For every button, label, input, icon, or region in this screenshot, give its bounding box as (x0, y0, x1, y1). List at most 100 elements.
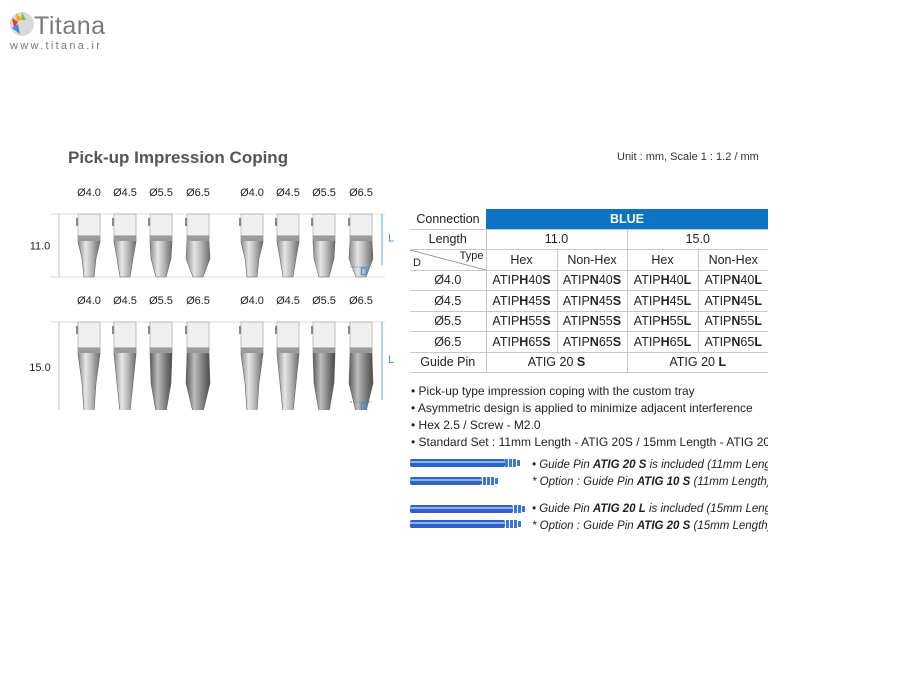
diameter-label: Ø4.5 (113, 187, 137, 199)
coping-cap (149, 213, 173, 237)
coping-collar (78, 348, 100, 353)
coping-tab (275, 326, 277, 334)
coping-cap (113, 213, 137, 237)
coping-cap (312, 213, 336, 237)
coping-cap (186, 321, 210, 349)
coping-collar (277, 236, 299, 241)
connection-value: BLUE (486, 209, 768, 230)
guide-15: ATIG 20 L (626, 352, 768, 373)
page-title: Pick-up Impression Coping (68, 148, 289, 167)
part-code-cell: ATIPH55L (626, 311, 698, 332)
coping-cap (276, 213, 300, 237)
diameter-label: Ø5.5 (149, 295, 173, 307)
diameter-label: Ø6.5 (186, 295, 210, 307)
coping-body (149, 235, 173, 278)
table-row-connection: Connection BLUE (410, 209, 768, 230)
part-code-cell: ATIPN45L (697, 290, 768, 312)
coping-tab (311, 326, 313, 334)
coping-body (113, 347, 137, 410)
coping-tab (185, 218, 187, 226)
coping-cap (349, 321, 373, 349)
coping-body (240, 235, 264, 278)
diagonal-divider (410, 250, 486, 270)
coping-tab (76, 326, 78, 334)
coping-tab (348, 326, 350, 334)
coping-collar (78, 236, 100, 241)
diameter-label: Ø6.5 (349, 187, 373, 199)
coping-collar (150, 236, 172, 241)
logo (8, 10, 34, 43)
coping-collar (114, 236, 136, 241)
type-hex: Hex (626, 249, 698, 271)
coping-cap (186, 213, 210, 237)
diameter-cell: Ø4.5 (410, 290, 486, 312)
coping-tab (275, 218, 277, 226)
bullet-2: • Asymmetric design is applied to minimi… (411, 401, 753, 415)
coping-cap (113, 321, 137, 349)
coping-body (276, 347, 300, 410)
diameter-label: Ø4.0 (240, 187, 264, 199)
type-nonhex: Non-Hex (697, 249, 768, 271)
coping-cap (312, 321, 336, 349)
coping-cap (349, 213, 373, 237)
logo-name: Titana (34, 12, 106, 40)
d-dimension-label: D (360, 266, 368, 278)
coping-collar (241, 348, 263, 353)
part-code-cell: ATIPH45L (626, 290, 698, 312)
coping-body (113, 235, 137, 278)
l-dimension-label: L (388, 233, 394, 245)
length-11: 11.0 (485, 229, 627, 250)
part-code-cell: ATIPN65L (697, 331, 768, 353)
table-row-type: D Type Hex Non-Hex Hex Non-Hex (410, 249, 768, 271)
diameter-cell: Ø4.0 (410, 270, 486, 291)
pin-note-3: • Guide Pin ATIG 20 L is included (15mm … (532, 503, 768, 515)
coping-cap (240, 213, 264, 237)
diameter-label: Ø4.5 (113, 295, 137, 307)
type-hex: Hex (485, 249, 557, 271)
part-code-cell: ATIPH65S (485, 331, 557, 353)
part-code-cell: ATIPN40S (556, 270, 627, 291)
table-row-length: Length 11.0 15.0 (410, 229, 768, 250)
coping-collar (114, 348, 136, 353)
coping-tab (76, 218, 78, 226)
coping-tab (148, 218, 150, 226)
diameter-label: Ø4.0 (240, 295, 264, 307)
diameter-label: Ø6.5 (186, 187, 210, 199)
part-code-cell: ATIPH40L (626, 270, 698, 291)
logo-mark-icon (10, 12, 34, 36)
coping-collar (241, 236, 263, 241)
coping-drawing: Ø4.0 Ø4.5 Ø5.5 Ø6.5 Ø4.0 Ø4.5 Ø5.5 Ø6.5 11.0 L D Ø4… (30, 187, 394, 410)
coping-body (77, 347, 101, 410)
diameter-label: Ø4.5 (276, 187, 300, 199)
guide-11: ATIG 20 S (485, 352, 627, 373)
coping-collar (313, 348, 335, 353)
part-code-cell: ATIPH45S (485, 290, 557, 312)
part-code-cell: ATIPH40S (485, 270, 557, 291)
coping-tab (348, 218, 350, 226)
l-dimension-label: L (388, 354, 394, 366)
part-code-cell: ATIPH65L (626, 331, 698, 353)
coping-tab (112, 218, 114, 226)
part-code-cell: ATIPN55S (556, 311, 627, 332)
coping-body (185, 347, 211, 410)
coping-collar (277, 348, 299, 353)
coping-body (240, 347, 264, 410)
coping-tab (185, 326, 187, 334)
part-code-cell: ATIPN45S (556, 290, 627, 312)
d-dimension-label: D (360, 401, 368, 410)
coping-collar (150, 348, 172, 353)
bullet-1: • Pick-up type impression coping with th… (411, 384, 695, 398)
bullet-3: • Hex 2.5 / Screw - M2.0 (411, 418, 541, 432)
pin-note-4: * Option : Guide Pin ATIG 20 S (15mm Len… (532, 520, 768, 532)
coping-collar (313, 236, 335, 241)
table-row: Ø4.5 ATIPH45S ATIPN45S ATIPH45L ATIPN45L (410, 290, 768, 312)
diameter-label: Ø4.5 (276, 295, 300, 307)
part-code-cell: ATIPN65S (556, 331, 627, 353)
part-code-cell: ATIPH55S (485, 311, 557, 332)
connection-label: Connection (410, 209, 486, 230)
row-length-label: 11.0 (30, 241, 50, 253)
coping-tab (311, 218, 313, 226)
coping-body (312, 235, 336, 278)
guide-label: Guide Pin (410, 352, 486, 373)
coping-tab (239, 218, 241, 226)
